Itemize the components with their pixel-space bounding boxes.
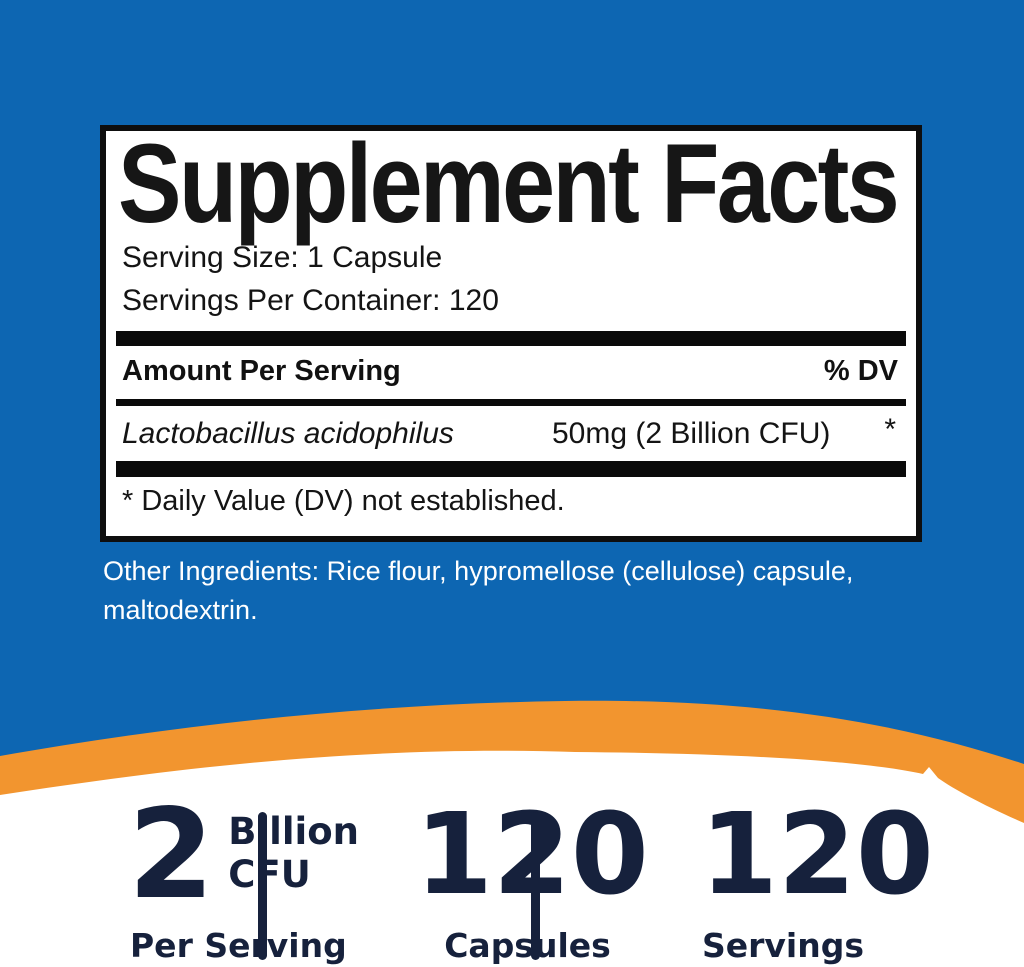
orange-swoosh-stroke — [0, 700, 1024, 823]
supplement-facts-panel: Supplement Facts Serving Size: 1 Capsule… — [100, 125, 922, 542]
servings-count: 120 — [700, 790, 934, 920]
capsules-count: 120 — [415, 790, 649, 920]
servings-per-container-line: Servings Per Container: 120 — [122, 284, 499, 317]
thick-divider-bar-top — [116, 331, 906, 346]
vertical-divider-1 — [258, 812, 267, 960]
serving-size-line: Serving Size: 1 Capsule — [122, 241, 443, 274]
other-ingredients: Other Ingredients: Rice flour, hypromell… — [103, 552, 983, 630]
highlight-per-serving: 2 Billion CFU Per Serving — [128, 783, 386, 967]
other-ingredients-line-1: Other Ingredients: Rice flour, hypromell… — [103, 556, 854, 586]
per-serving-unit-cfu: CFU — [228, 852, 311, 896]
amount-per-serving-header: Amount Per Serving — [122, 355, 401, 387]
servings-caption: Servings — [702, 926, 865, 965]
percent-dv-header: % DV — [823, 355, 898, 387]
panel-title: Supplement Facts — [118, 121, 900, 246]
daily-value-footnote: * Daily Value (DV) not established. — [122, 485, 565, 517]
capsules-caption: Capsules — [444, 926, 611, 965]
supplement-facts-inner: Supplement Facts Serving Size: 1 Capsule… — [106, 121, 916, 536]
per-serving-units: Billion CFU — [228, 805, 359, 896]
ingredient-dv-asterisk: * — [884, 413, 896, 446]
per-serving-caption: Per Serving — [130, 926, 347, 965]
highlight-strip: 2 Billion CFU Per Serving 120 Capsules 1… — [0, 783, 1024, 967]
thick-divider-bar-bottom — [116, 461, 906, 477]
highlight-servings: 120 Servings — [696, 790, 936, 967]
per-serving-value-row: 2 Billion CFU — [128, 783, 386, 927]
other-ingredients-line-2: maltodextrin. — [103, 595, 258, 626]
ingredient-amount: 50mg (2 Billion CFU) — [552, 417, 831, 450]
vertical-divider-2 — [531, 812, 540, 960]
thin-divider-bar — [116, 399, 906, 406]
per-serving-unit-billion: Billion — [228, 810, 359, 853]
ingredient-name: Lactobacillus acidophilus — [122, 417, 454, 450]
per-serving-value: 2 — [128, 783, 215, 927]
highlight-capsules: 120 Capsules — [415, 790, 649, 967]
